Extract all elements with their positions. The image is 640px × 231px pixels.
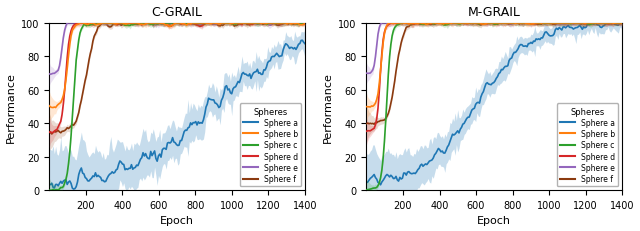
X-axis label: Epoch: Epoch <box>477 216 511 225</box>
Y-axis label: Performance: Performance <box>323 72 333 142</box>
X-axis label: Epoch: Epoch <box>160 216 194 225</box>
Title: M-GRAIL: M-GRAIL <box>468 6 521 18</box>
Title: C-GRAIL: C-GRAIL <box>152 6 202 18</box>
Y-axis label: Performance: Performance <box>6 72 15 142</box>
Legend: Sphere a, Sphere b, Sphere c, Sphere d, Sphere e, Sphere f: Sphere a, Sphere b, Sphere c, Sphere d, … <box>239 104 301 187</box>
Legend: Sphere a, Sphere b, Sphere c, Sphere d, Sphere e, Sphere f: Sphere a, Sphere b, Sphere c, Sphere d, … <box>557 104 618 187</box>
